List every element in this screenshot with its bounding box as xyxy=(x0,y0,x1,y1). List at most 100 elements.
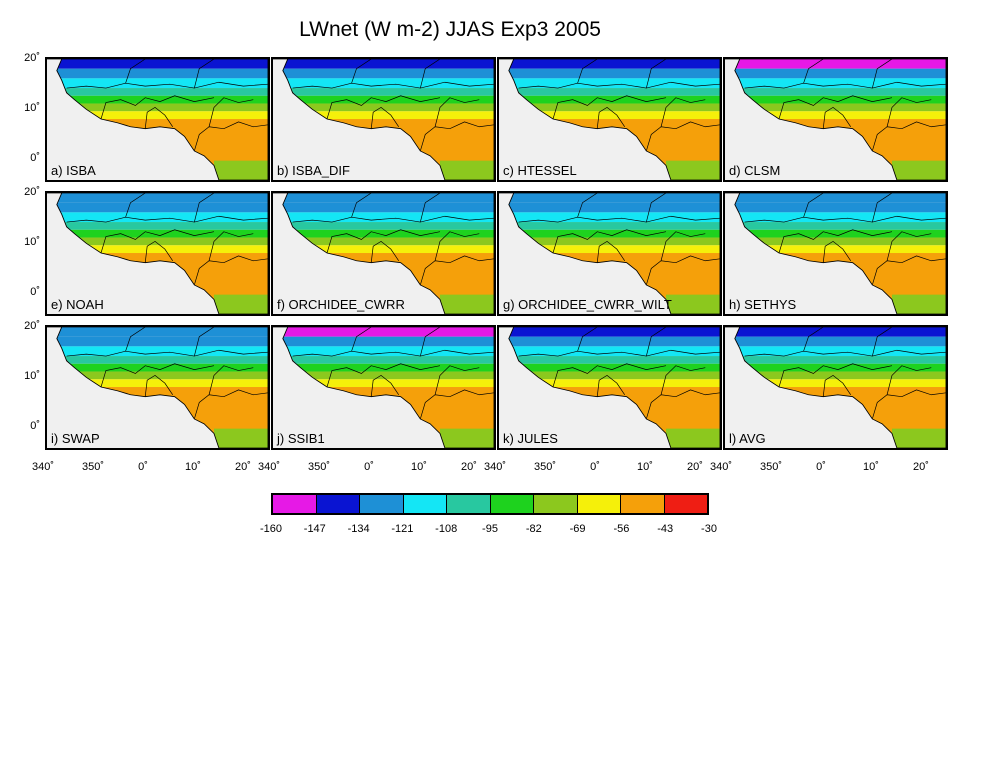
field-band xyxy=(47,222,268,230)
field-band xyxy=(725,371,946,380)
country-border xyxy=(552,95,667,120)
field-band xyxy=(273,229,494,238)
southern-region xyxy=(891,428,946,448)
colorbar-level-label: -108 xyxy=(435,523,458,535)
country-border xyxy=(194,255,268,286)
country-border xyxy=(144,106,174,129)
country-border xyxy=(351,59,372,84)
coastline xyxy=(725,193,946,314)
colorbar-segment xyxy=(664,495,707,513)
country-border xyxy=(660,97,706,127)
coastline xyxy=(273,327,494,448)
field-band xyxy=(273,222,494,230)
colorbar-segment xyxy=(316,495,360,513)
colorbar-segment xyxy=(447,495,491,513)
country-border xyxy=(208,365,254,395)
lwnet-field xyxy=(47,327,268,448)
lwnet-field xyxy=(273,59,494,180)
country-border xyxy=(420,389,494,420)
field-band xyxy=(725,346,946,357)
country-border xyxy=(577,193,598,218)
colorbar-segment xyxy=(403,495,447,513)
country-border xyxy=(208,231,254,261)
coastline xyxy=(47,327,268,448)
field-band xyxy=(47,379,268,388)
field-band xyxy=(499,95,720,104)
map-panel: j) SSIB1 xyxy=(271,325,496,450)
field-band xyxy=(47,95,268,104)
field-band xyxy=(725,222,946,230)
map-panel: a) ISBA xyxy=(45,57,270,182)
southern-region xyxy=(439,160,494,180)
country-border xyxy=(100,363,215,388)
lwnet-field xyxy=(47,59,268,180)
field-band xyxy=(273,336,494,347)
colorbar-segment xyxy=(577,495,621,513)
colorbar-segment xyxy=(273,495,317,513)
country-border xyxy=(434,231,480,261)
country-border xyxy=(822,106,852,129)
country-border xyxy=(326,229,441,254)
colorbar xyxy=(271,493,709,515)
panel-label: i) SWAP xyxy=(51,431,100,446)
field-band xyxy=(725,229,946,238)
field-band xyxy=(725,68,946,79)
field-band xyxy=(499,237,720,246)
colorbar-level-label: -43 xyxy=(657,523,674,535)
coastline xyxy=(273,59,494,180)
southern-region xyxy=(665,294,720,314)
field-band xyxy=(725,59,946,69)
field-band xyxy=(47,103,268,112)
country-border xyxy=(326,95,441,120)
map-panel: l) AVG xyxy=(723,325,948,450)
latitude-tick-label: 20˚ xyxy=(24,52,40,64)
longitude-tick-label: 340˚ xyxy=(709,461,733,473)
field-band xyxy=(47,363,268,372)
field-band xyxy=(499,245,720,254)
colorbar-level-label: -147 xyxy=(303,523,326,535)
longitude-tick-label: 0˚ xyxy=(816,461,826,473)
latitude-tick-label: 10˚ xyxy=(24,236,40,248)
country-border xyxy=(778,363,893,388)
country-border xyxy=(66,349,268,357)
field-band xyxy=(499,202,720,213)
country-border xyxy=(646,255,720,286)
coastline xyxy=(499,59,720,180)
field-band xyxy=(499,229,720,238)
field-band xyxy=(47,111,268,120)
field-band xyxy=(273,346,494,357)
lwnet-field xyxy=(725,59,946,180)
panel-label: g) ORCHIDEE_CWRR_WILT xyxy=(503,297,672,312)
field-band xyxy=(47,212,268,223)
country-border xyxy=(646,389,720,420)
country-border xyxy=(419,59,441,89)
panel-label: f) ORCHIDEE_CWRR xyxy=(277,297,405,312)
country-border xyxy=(744,215,946,223)
country-border xyxy=(518,81,720,89)
field-band xyxy=(499,111,720,120)
coastline xyxy=(47,59,268,180)
country-border xyxy=(434,365,480,395)
country-border xyxy=(351,193,372,218)
country-border xyxy=(660,365,706,395)
southern-region xyxy=(439,428,494,448)
map-panel: i) SWAP xyxy=(45,325,270,450)
field-band xyxy=(725,336,946,347)
field-band xyxy=(47,237,268,246)
lwnet-field xyxy=(273,193,494,314)
panel-label: h) SETHYS xyxy=(729,297,797,312)
colorbar-level-label: -95 xyxy=(482,523,498,535)
panel-label: k) JULES xyxy=(503,431,558,446)
field-band xyxy=(47,327,268,337)
colorbar-level-label: -160 xyxy=(259,523,283,535)
coastline xyxy=(273,193,494,314)
field-band xyxy=(47,245,268,254)
panel-label: j) SSIB1 xyxy=(277,431,325,446)
country-border xyxy=(125,193,146,218)
colorbar-level-label: -69 xyxy=(569,523,586,535)
country-border xyxy=(370,374,400,397)
field-band xyxy=(499,371,720,380)
colorbar-level-label: -30 xyxy=(701,523,717,535)
longitude-tick-label: 340˚ xyxy=(31,461,55,473)
country-border xyxy=(518,215,720,223)
